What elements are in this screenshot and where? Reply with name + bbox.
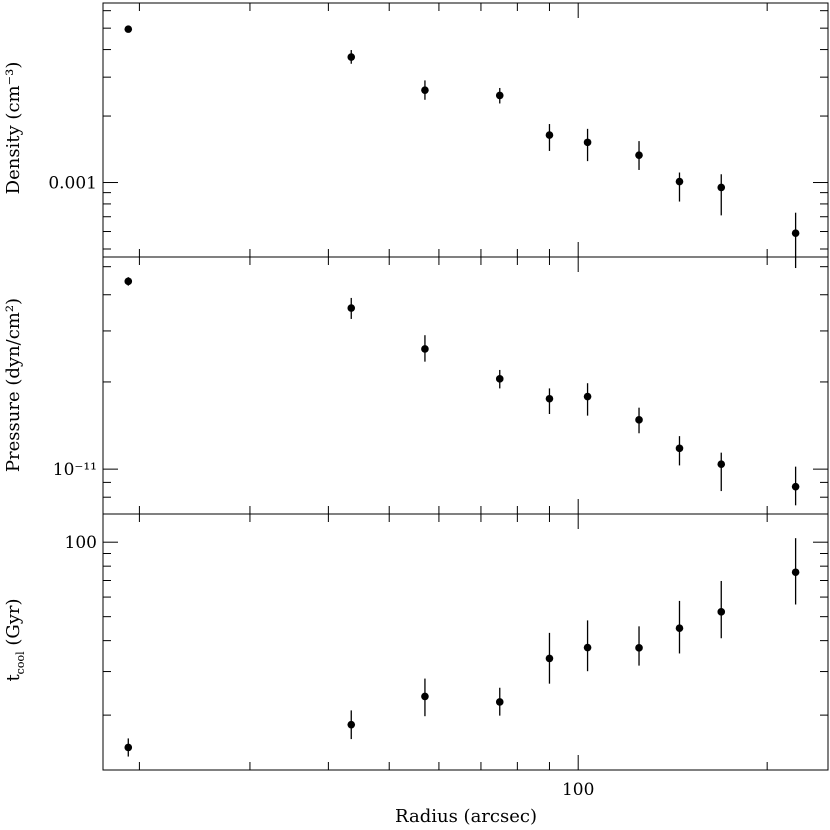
pressure-data-point (791, 482, 800, 491)
tcool-frame (102, 513, 829, 771)
pressure-data-point (545, 394, 554, 403)
density-data-point (635, 151, 643, 159)
pressure-data-point (717, 460, 726, 468)
tcool-y-axis-label: tcool (Gyr) (3, 598, 27, 681)
density-frame (102, 2, 829, 258)
pressure-data-point (583, 392, 592, 401)
pressure-data-point (675, 444, 684, 453)
density-data-point (717, 183, 726, 192)
tcool-y-tick-label: 100 (65, 533, 97, 553)
density-data-point (347, 53, 356, 61)
tcool-data-point (545, 654, 554, 663)
tcool-data-point (675, 624, 684, 633)
tcool-data-point (635, 644, 643, 652)
tcool-data-point (347, 720, 356, 729)
tcool-data-point (495, 698, 504, 706)
density-data-point (791, 229, 800, 237)
density-data-point (545, 131, 554, 139)
tcool-y-axis-label-main: t (3, 674, 24, 682)
density-panel: 0.001 (48, 2, 829, 269)
density-y-tick-label: 0.001 (48, 174, 97, 194)
density-data-point (495, 91, 504, 100)
tcool-data-point (124, 743, 133, 752)
density-data-point (421, 86, 429, 94)
pressure-frame (102, 256, 829, 515)
tcool-data-point (791, 568, 800, 577)
density-y-axis-label: Density (cm⁻³) (3, 62, 24, 195)
x-tick-label: 100 (562, 780, 594, 800)
density-data-point (675, 177, 684, 186)
tcool-y-axis-label-subscript: cool (14, 651, 27, 674)
pressure-data-point (421, 345, 429, 353)
tcool-data-point (717, 608, 726, 616)
pressure-data-point (124, 277, 133, 286)
tcool-y-axis-label-unit: (Gyr) (3, 598, 24, 651)
tcool-panel: 100 100 (65, 513, 829, 800)
pressure-y-axis-label: Pressure (dyn/cm²) (3, 298, 24, 472)
density-data-point (124, 25, 133, 33)
pressure-data-point (635, 416, 643, 424)
density-data-point (583, 138, 592, 147)
tcool-data-point (583, 643, 592, 652)
pressure-data-point (495, 375, 504, 383)
pressure-panel: 10⁻¹¹ (53, 256, 829, 515)
x-axis-label: Radius (arcsec) (395, 806, 537, 827)
tcool-data-point (421, 692, 429, 701)
pressure-data-point (347, 304, 356, 312)
pressure-y-tick-label: 10⁻¹¹ (53, 460, 97, 480)
